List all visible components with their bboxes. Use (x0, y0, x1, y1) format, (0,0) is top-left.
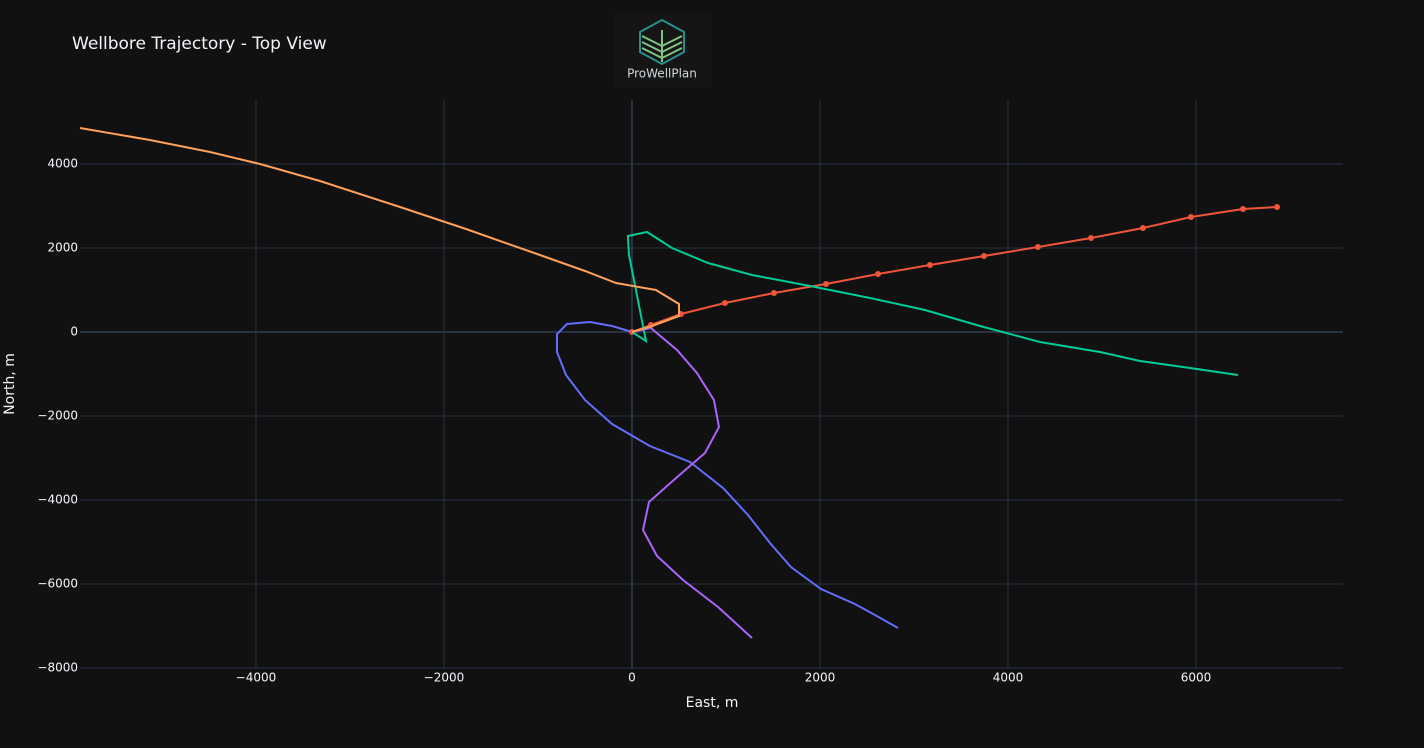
logo-text: ProWellPlan (627, 67, 697, 81)
point (874, 271, 881, 278)
x-tick-label: 6000 (1181, 671, 1212, 685)
y-tick-label: −2000 (37, 409, 78, 423)
point (771, 289, 778, 296)
y-tick-label: −4000 (37, 493, 78, 507)
point (822, 280, 829, 287)
logo: ProWellPlan (614, 12, 712, 88)
point (1274, 204, 1281, 211)
y-axis-label: North, m (2, 353, 18, 415)
y-tick-label: −8000 (37, 661, 78, 675)
point (926, 262, 933, 269)
y-tick-label: 0 (70, 325, 78, 339)
x-tick-label: 0 (628, 671, 636, 685)
point (721, 300, 728, 307)
y-tick-label: 4000 (47, 157, 78, 171)
chart-title: Wellbore Trajectory - Top View (72, 34, 327, 54)
logo-hex (639, 18, 685, 66)
x-tick-label: 4000 (993, 671, 1024, 685)
x-tick-label: 2000 (805, 671, 836, 685)
point (1034, 243, 1041, 250)
series-line (631, 326, 753, 639)
x-tick-label: −4000 (236, 671, 277, 685)
grid (80, 100, 1343, 669)
x-axis-label: East, m (686, 695, 739, 711)
point (1139, 225, 1146, 232)
y-tick-label: 2000 (47, 241, 78, 255)
point (981, 252, 988, 259)
point (1188, 214, 1195, 221)
series-line (556, 320, 899, 629)
logo-layers (641, 30, 683, 62)
y-tick-label: −6000 (37, 577, 78, 591)
series-line (79, 127, 680, 333)
x-tick-label: −2000 (424, 671, 465, 685)
series-line (626, 230, 1239, 376)
point (1239, 205, 1246, 212)
point (1087, 235, 1094, 242)
